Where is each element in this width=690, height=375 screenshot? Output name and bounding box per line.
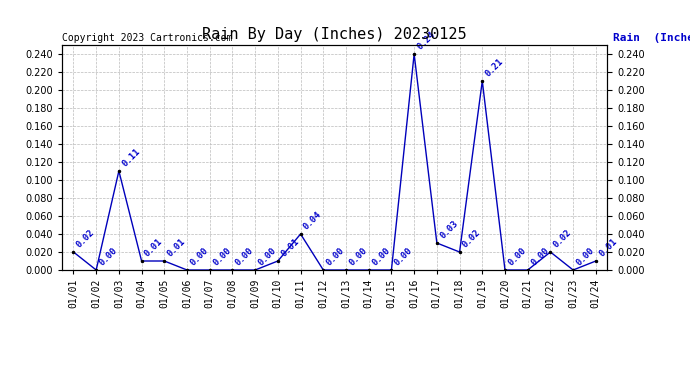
- Text: 0.00: 0.00: [393, 246, 415, 267]
- Text: 0.00: 0.00: [575, 246, 596, 267]
- Text: 0.01: 0.01: [143, 237, 164, 258]
- Text: 0.21: 0.21: [484, 57, 505, 78]
- Text: 0.00: 0.00: [506, 246, 528, 267]
- Text: 0.11: 0.11: [120, 147, 142, 168]
- Text: 0.02: 0.02: [552, 228, 573, 249]
- Text: 0.03: 0.03: [438, 219, 460, 240]
- Text: 0.02: 0.02: [461, 228, 482, 249]
- Text: 0.24: 0.24: [415, 30, 437, 51]
- Text: 0.00: 0.00: [97, 246, 119, 267]
- Text: 0.01: 0.01: [598, 237, 619, 258]
- Text: 0.00: 0.00: [257, 246, 278, 267]
- Text: 0.00: 0.00: [347, 246, 369, 267]
- Text: 0.04: 0.04: [302, 210, 324, 231]
- Title: Rain By Day (Inches) 20230125: Rain By Day (Inches) 20230125: [202, 27, 467, 42]
- Text: 0.01: 0.01: [279, 237, 301, 258]
- Text: 0.00: 0.00: [188, 246, 210, 267]
- Text: 0.00: 0.00: [325, 246, 346, 267]
- Text: 0.02: 0.02: [75, 228, 97, 249]
- Text: 0.01: 0.01: [166, 237, 187, 258]
- Text: 0.00: 0.00: [529, 246, 551, 267]
- Text: 0.00: 0.00: [211, 246, 233, 267]
- Text: Copyright 2023 Cartronics.com: Copyright 2023 Cartronics.com: [62, 33, 233, 43]
- Text: Rain  (Inches): Rain (Inches): [613, 33, 690, 43]
- Text: 0.00: 0.00: [370, 246, 392, 267]
- Text: 0.00: 0.00: [234, 246, 255, 267]
